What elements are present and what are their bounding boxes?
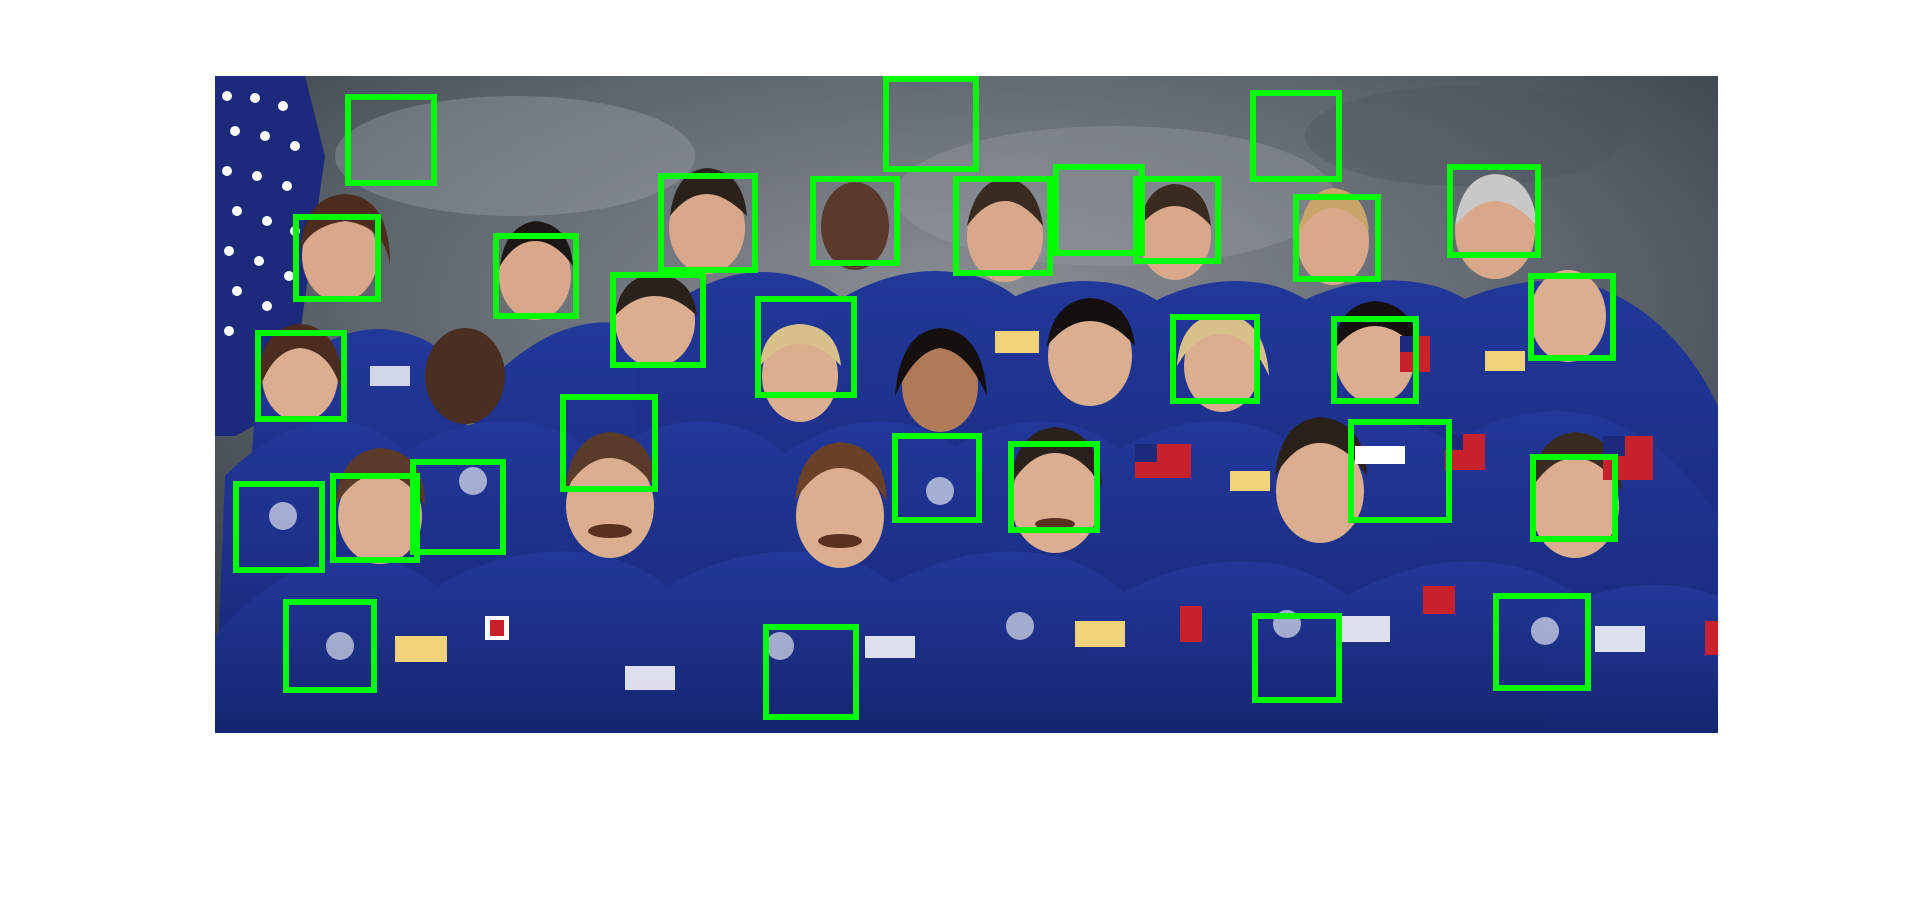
suit-patches [269, 331, 1718, 690]
middle-row-hair [255, 274, 1419, 406]
front-row-faces [338, 439, 1619, 568]
astronaut-group-photo [215, 76, 1718, 733]
front-row [215, 551, 1718, 733]
group-photo [215, 76, 1718, 733]
